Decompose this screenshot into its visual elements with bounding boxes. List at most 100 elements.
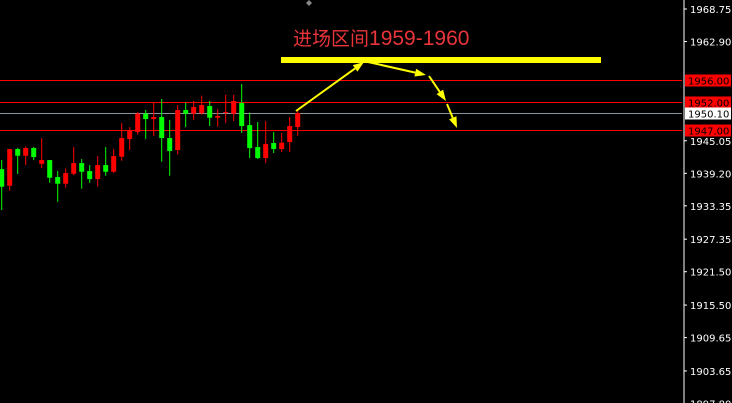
candle-body [271, 143, 277, 150]
level-label: 1956.00 [688, 77, 729, 88]
candle-body [7, 149, 13, 186]
candle-body [23, 148, 29, 156]
candle-body [191, 107, 197, 114]
arrow-line [446, 103, 454, 119]
candle [207, 101, 213, 127]
candle-body [103, 165, 109, 172]
candle [55, 171, 61, 202]
candle-body [127, 130, 133, 140]
level-label: 1947.00 [688, 127, 729, 138]
level-label: 1952.00 [688, 99, 729, 110]
candle-body [143, 113, 149, 120]
level-label-bg [685, 124, 731, 137]
candle-body [55, 177, 61, 184]
y-tick-label: 1933.35 [690, 202, 731, 213]
level-label-bg [685, 96, 731, 109]
candle [7, 149, 13, 191]
candle-body [0, 169, 5, 187]
arrow-line [367, 61, 416, 74]
candle [111, 149, 117, 174]
candle-body [119, 138, 125, 157]
marker-diamond-icon [306, 0, 312, 6]
candle-body [39, 160, 45, 164]
candle [31, 147, 37, 161]
candle [247, 112, 253, 159]
candle-body [167, 138, 173, 152]
candle [215, 109, 221, 127]
arrow-line [295, 67, 356, 112]
y-tick-label: 1962.90 [690, 38, 731, 49]
candle-body [263, 144, 269, 159]
candle [295, 110, 301, 137]
y-tick-label: 1921.50 [690, 268, 731, 279]
annotation-prefix: 进场区间 [293, 28, 370, 50]
y-tick-label: 1897.80 [690, 399, 731, 403]
y-tick-label: 1945.05 [690, 137, 731, 148]
candle-body [95, 165, 101, 180]
candle-body [15, 149, 21, 156]
candle [287, 117, 293, 153]
candle [0, 160, 5, 210]
arrow-line [428, 75, 441, 93]
candle-body [255, 147, 261, 159]
candle [223, 94, 229, 124]
candle [71, 147, 77, 176]
candle [255, 122, 261, 160]
candle [63, 168, 69, 188]
candle [271, 132, 277, 154]
entry-zone-annotation: 进场区间1959-1960 [293, 24, 469, 51]
candle-body [279, 142, 285, 150]
candle [143, 110, 149, 140]
candle [15, 148, 21, 175]
entry-zone-bar [281, 57, 601, 63]
candle [191, 101, 197, 121]
candle-body [295, 113, 301, 128]
candle-body [151, 117, 157, 120]
candle-body [199, 105, 205, 114]
candle [279, 133, 285, 153]
candle [39, 138, 45, 169]
candle [87, 165, 93, 183]
candle-body [287, 126, 293, 143]
candle-body [223, 112, 229, 114]
candle-body [239, 103, 245, 127]
candle [159, 99, 165, 162]
y-tick-label: 1915.50 [690, 301, 731, 312]
y-tick-label: 1909.65 [690, 334, 731, 345]
candle [103, 147, 109, 176]
candle [119, 123, 125, 161]
candle-body [183, 110, 189, 114]
y-tick-label: 1968.75 [690, 5, 731, 16]
candle [151, 102, 157, 137]
candle-body [63, 173, 69, 184]
candle-body [231, 101, 237, 114]
arrow-head-icon [352, 62, 364, 72]
candle-body [87, 171, 93, 180]
candle [79, 159, 85, 189]
candle-body [215, 116, 221, 118]
candle-body [31, 148, 37, 158]
y-tick-label: 1939.20 [690, 169, 731, 180]
candle [23, 146, 29, 166]
candle-body [135, 113, 141, 133]
candle [95, 156, 101, 187]
candle-body [247, 125, 253, 149]
arrow-head-icon [414, 68, 426, 77]
candle [127, 127, 133, 151]
current-price-label: 1950.10 [688, 110, 729, 121]
candle [239, 84, 245, 134]
annotation-range: 1959-1960 [369, 27, 470, 50]
candle-body [47, 160, 53, 178]
level-label-bg [685, 74, 731, 87]
arrow-head-icon [436, 89, 446, 101]
candle-body [111, 156, 117, 172]
candle [167, 120, 173, 176]
arrow-head-icon [449, 116, 457, 128]
current-price-label-bg [685, 107, 731, 120]
candle-body [207, 106, 213, 118]
candle [231, 94, 237, 122]
candle [183, 102, 189, 128]
candle [199, 95, 205, 115]
